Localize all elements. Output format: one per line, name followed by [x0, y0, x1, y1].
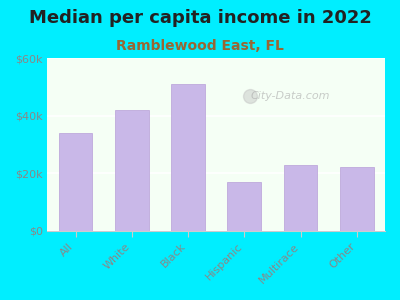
Text: Median per capita income in 2022: Median per capita income in 2022 — [28, 9, 372, 27]
Bar — [284, 165, 318, 231]
Text: Ramblewood East, FL: Ramblewood East, FL — [116, 39, 284, 53]
Text: City-Data.com: City-Data.com — [251, 91, 330, 101]
Bar — [59, 133, 92, 231]
Bar — [171, 84, 205, 231]
Bar — [228, 182, 261, 231]
Bar — [340, 167, 374, 231]
Bar — [115, 110, 149, 231]
